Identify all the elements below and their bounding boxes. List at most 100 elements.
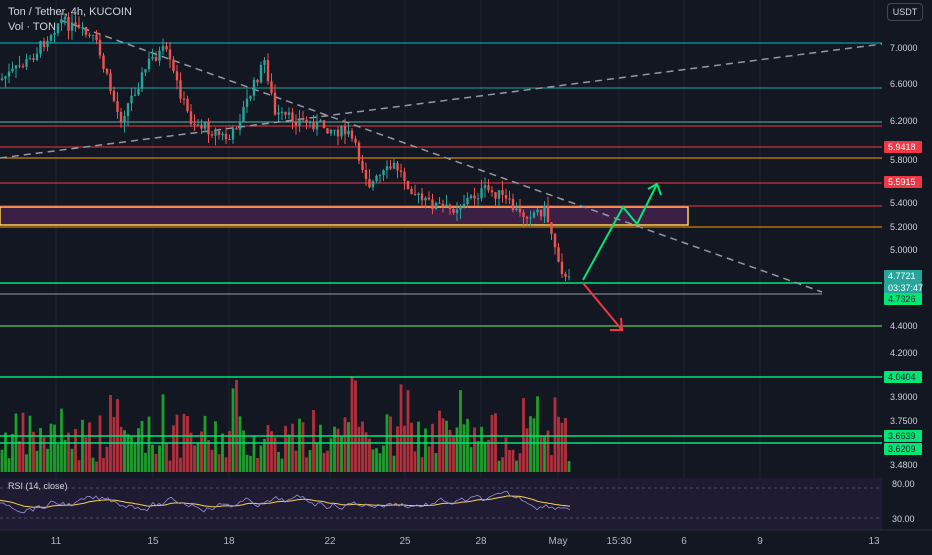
volume-bar	[77, 460, 81, 472]
volume-bar	[487, 439, 490, 472]
volume-bar	[98, 415, 102, 472]
candle-body	[7, 71, 11, 77]
volume-bar	[263, 438, 266, 472]
candle-body	[179, 80, 182, 99]
candle-body	[350, 130, 354, 139]
candle-body	[501, 190, 504, 196]
horizontal-levels[interactable]	[0, 42, 882, 444]
candle-body	[424, 197, 427, 201]
candle-body	[431, 199, 434, 209]
candle-body	[403, 171, 406, 181]
volume-bar	[228, 431, 231, 472]
candle-body	[340, 126, 343, 137]
volume-bar	[200, 431, 203, 472]
candle-body	[221, 133, 224, 135]
volume-bar	[88, 422, 91, 472]
volume-bar	[333, 426, 336, 472]
candle-body	[46, 40, 49, 47]
volume-bar	[224, 457, 228, 472]
candle-body	[210, 134, 214, 136]
volume-bar	[161, 394, 165, 472]
date-tick-label: 6	[681, 536, 687, 547]
volume-bar	[294, 450, 298, 472]
volume-bar	[515, 460, 518, 472]
volume-bar	[49, 423, 53, 472]
volume-bar	[410, 422, 413, 472]
bearish-projection-arrow[interactable]	[582, 282, 623, 331]
volume-bar	[231, 388, 235, 472]
candle-body	[413, 193, 417, 195]
candle-body	[487, 185, 490, 191]
candle-body	[550, 222, 553, 234]
range-box[interactable]	[0, 206, 689, 226]
volume-bar	[249, 455, 252, 472]
volume-bar	[557, 416, 560, 472]
volume-bar	[403, 425, 406, 472]
candle-body	[343, 126, 347, 135]
volume-bar	[326, 450, 329, 472]
rising-trendline[interactable]	[0, 43, 883, 159]
candle-body	[301, 119, 305, 121]
candle-body	[557, 247, 560, 262]
candle-body	[14, 65, 18, 69]
candle-body	[287, 112, 291, 115]
candle-body	[476, 198, 480, 200]
volume-bar	[476, 441, 480, 472]
price-badge-label: 4.0404	[888, 372, 916, 382]
volume-bar	[298, 418, 301, 472]
volume-bar	[280, 458, 284, 472]
candle-body	[158, 50, 161, 61]
volume-bar	[406, 390, 410, 472]
volume-bar	[508, 449, 511, 472]
candle-body	[151, 57, 154, 59]
price-badge-bg	[884, 270, 922, 282]
price-tick-label: 3.9000	[890, 392, 918, 402]
volume-bar	[504, 437, 508, 472]
volume-bar	[347, 422, 350, 472]
price-tick-label: 6.2000	[890, 116, 918, 126]
volume-bar	[301, 422, 305, 472]
volume-bar	[214, 421, 217, 472]
volume-bar	[536, 396, 539, 472]
candle-body	[140, 72, 144, 89]
currency-button[interactable]: USDT	[887, 3, 923, 21]
volume-bar	[452, 436, 455, 472]
volume-bar	[168, 460, 172, 472]
price-badge-label: 4.7721	[888, 271, 916, 281]
price-badge-bg	[884, 176, 922, 188]
volume-bar	[91, 457, 95, 472]
price-badge-label: 4.7326	[888, 294, 916, 304]
rsi-tick-label: 30.00	[892, 514, 915, 524]
volume-bar	[259, 445, 263, 472]
volume-bar	[417, 421, 420, 472]
candle-body	[399, 170, 403, 172]
candle-body	[280, 111, 284, 113]
volume-bar	[203, 415, 207, 472]
price-badges: 5.9418 5.5915 4.7721 03:37:474.7326 4.0404 3.…	[884, 141, 923, 455]
bullish-projection-arrow[interactable]	[582, 183, 658, 281]
price-badge-label: 03:37:47	[888, 283, 923, 293]
candle-body	[231, 128, 235, 140]
volume-bar	[172, 425, 175, 472]
volume-bar	[322, 452, 326, 472]
candle-body	[434, 202, 438, 209]
candle-body	[560, 261, 564, 274]
candle-body	[88, 34, 91, 36]
falling-trendline[interactable]	[59, 19, 823, 293]
volume-bar	[420, 457, 424, 472]
candle-body	[441, 203, 445, 206]
volume-bar	[270, 431, 273, 472]
volume-bar	[438, 410, 441, 472]
date-axis[interactable]: 11 15 18 22 25 28 May 15:30 6 9 13	[51, 536, 880, 547]
candle-body	[28, 58, 32, 60]
candle-body	[242, 106, 245, 122]
candle-body	[543, 205, 546, 217]
candle-body	[298, 119, 301, 126]
symbol-title[interactable]: Ton / Tether, 4h, KUCOIN	[8, 6, 132, 18]
volume-bar	[147, 416, 151, 472]
candle-body	[511, 199, 515, 211]
candle-body	[273, 92, 277, 115]
candle-body	[98, 40, 102, 56]
volume-bar	[319, 424, 322, 472]
